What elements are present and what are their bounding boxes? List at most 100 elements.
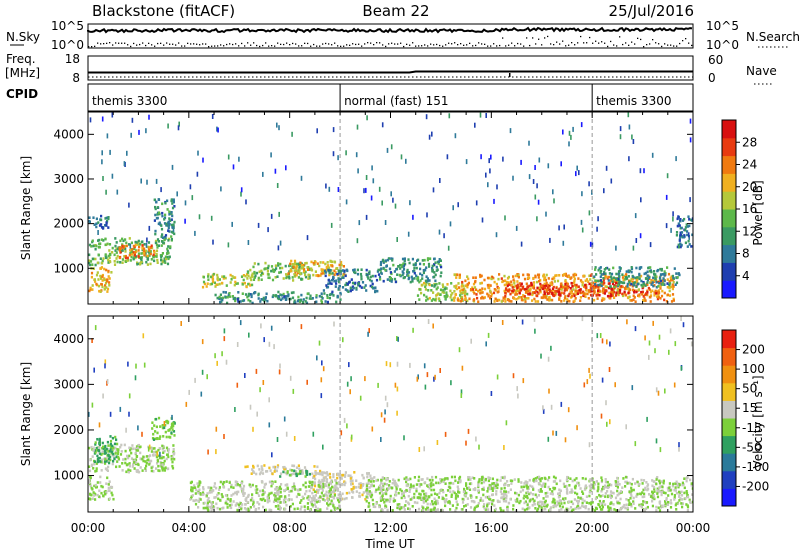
data-cell xyxy=(625,480,628,484)
data-cell xyxy=(526,273,529,276)
noise-cell xyxy=(487,182,489,188)
noise-cell xyxy=(216,126,218,132)
data-cell xyxy=(247,271,250,274)
nsearch-dot xyxy=(508,44,510,46)
data-cell xyxy=(116,460,119,463)
data-cell xyxy=(88,481,91,484)
data-cell xyxy=(320,491,323,495)
data-cell xyxy=(495,493,498,496)
data-cell xyxy=(368,486,371,489)
data-cell xyxy=(172,223,175,227)
data-cell xyxy=(675,502,678,505)
data-cell xyxy=(444,482,447,485)
data-cell xyxy=(100,469,103,472)
data-cell xyxy=(93,462,96,466)
data-cell xyxy=(148,461,152,465)
noise-cell xyxy=(146,179,148,185)
data-cell xyxy=(600,299,604,302)
nsearch-dot xyxy=(265,42,267,44)
data-cell xyxy=(523,501,526,505)
data-cell xyxy=(481,475,484,479)
data-cell xyxy=(226,506,229,509)
noise-cell xyxy=(405,158,407,164)
data-cell xyxy=(648,281,652,284)
noise-cell xyxy=(495,232,498,238)
data-cell xyxy=(450,493,453,497)
data-cell xyxy=(98,460,102,463)
data-cell xyxy=(244,293,248,296)
noise-cell xyxy=(355,152,358,158)
data-cell xyxy=(322,476,325,480)
data-cell xyxy=(686,504,689,507)
data-cell xyxy=(645,481,648,484)
data-cell xyxy=(681,505,684,509)
data-cell xyxy=(279,293,282,296)
data-cell xyxy=(303,270,306,273)
data-cell xyxy=(101,275,104,278)
data-cell xyxy=(606,277,609,280)
nsearch-dot xyxy=(433,44,435,46)
data-cell xyxy=(551,490,554,493)
data-cell xyxy=(372,505,375,508)
data-cell xyxy=(325,478,329,481)
data-cell xyxy=(540,284,543,288)
data-cell xyxy=(276,486,279,490)
data-cell xyxy=(526,503,529,507)
data-cell xyxy=(655,292,658,295)
data-cell xyxy=(218,282,221,286)
data-cell xyxy=(379,484,382,488)
data-cell xyxy=(107,453,110,457)
data-cell xyxy=(428,478,431,482)
data-cell xyxy=(291,276,294,279)
data-cell xyxy=(615,277,618,280)
data-cell xyxy=(99,274,102,278)
data-cell xyxy=(161,233,164,236)
nsearch-dot xyxy=(538,38,540,40)
noise-cell xyxy=(605,165,608,171)
data-cell xyxy=(349,286,352,290)
data-cell xyxy=(243,281,246,285)
data-cell xyxy=(249,293,252,296)
data-cell xyxy=(616,501,619,505)
data-cell xyxy=(499,506,502,510)
data-cell xyxy=(393,499,397,502)
data-cell xyxy=(528,276,531,280)
data-cell xyxy=(473,286,477,289)
data-cell xyxy=(416,501,419,505)
data-cell xyxy=(326,296,329,299)
data-cell xyxy=(154,207,157,211)
data-cell xyxy=(312,498,315,501)
noise-cell xyxy=(105,189,107,195)
data-cell xyxy=(660,493,663,497)
data-cell xyxy=(591,289,594,293)
data-cell xyxy=(125,241,128,245)
data-cell xyxy=(306,502,309,505)
data-cell xyxy=(560,502,563,505)
data-cell xyxy=(593,286,596,289)
data-cell xyxy=(295,466,299,469)
data-cell xyxy=(108,284,111,287)
data-cell xyxy=(579,279,583,282)
data-cell xyxy=(641,293,644,296)
data-cell xyxy=(289,262,292,266)
data-cell xyxy=(651,491,654,495)
data-cell xyxy=(148,249,151,252)
scatter-region-11 xyxy=(416,281,469,302)
data-cell xyxy=(413,271,416,275)
data-cell xyxy=(344,481,347,485)
noise-cell xyxy=(279,240,282,246)
data-cell xyxy=(333,494,336,497)
data-cell xyxy=(124,260,128,263)
data-cell xyxy=(171,460,174,464)
data-cell xyxy=(615,281,618,285)
data-cell xyxy=(272,465,275,469)
data-cell xyxy=(262,505,265,509)
data-cell xyxy=(663,270,666,273)
data-cell xyxy=(425,281,428,285)
data-cell xyxy=(204,506,207,510)
data-cell xyxy=(646,270,649,274)
data-cell xyxy=(427,508,430,511)
data-cell xyxy=(404,504,407,507)
data-cell xyxy=(449,296,452,299)
nsky-tick-bottom: 10^0 xyxy=(51,38,84,52)
